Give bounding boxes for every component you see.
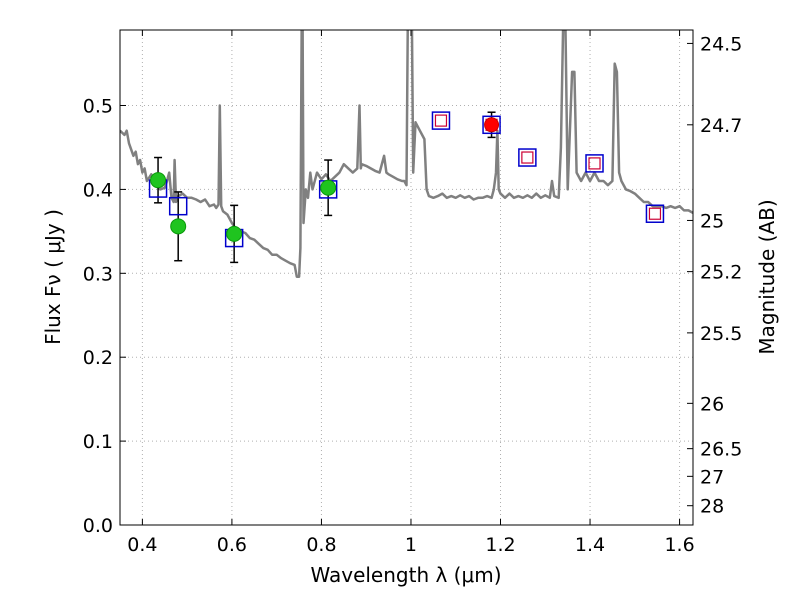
observed-point [150, 172, 167, 189]
nir-detection-point [484, 117, 500, 133]
y-axis-label: Flux Fν ( μJy ) [41, 209, 65, 345]
x-axis-label: Wavelength λ (μm) [310, 563, 501, 587]
plot-data [120, 30, 693, 278]
model-ir-box [585, 154, 604, 173]
y2-axis-label: Magnitude (AB) [755, 199, 779, 354]
y2-tick-label: 25 [700, 210, 724, 232]
model-ir-box [431, 111, 451, 130]
y-tick-label: 0.2 [83, 347, 113, 369]
spectrum-line [120, 30, 693, 278]
y2-tick-label: 25.5 [700, 323, 742, 345]
y2-tick-label: 26 [700, 393, 724, 415]
observed-point [226, 225, 243, 242]
model-ir-box-inner [521, 151, 534, 164]
x-tick-label: 0.4 [127, 534, 157, 556]
model-ir-box [482, 115, 501, 135]
plot-frame [119, 29, 694, 526]
y2-tick-label: 24.5 [700, 33, 742, 55]
model-photometry-box [168, 196, 188, 216]
x-tick-label: 1 [405, 534, 417, 556]
y-tick-label: 0.4 [83, 179, 113, 201]
x-tick-label: 0.8 [306, 534, 336, 556]
y2-tick-label: 27 [700, 466, 724, 488]
model-ir-box [518, 148, 537, 167]
x-tick-label: 0.6 [217, 534, 247, 556]
model-ir-box-inner [434, 114, 448, 127]
y-tick-label: 0.1 [83, 431, 113, 453]
axis-ticks: 0.4 0.6 0.8 1 1.2 1.4 1.6 0.0 0.1 0.2 0.3 0.4 0.5 24.… [83, 30, 742, 556]
x-tick-label: 1.4 [575, 534, 605, 556]
y-tick-label: 0.3 [83, 263, 113, 285]
y-tick-label: 0.5 [83, 96, 113, 118]
y2-tick-label: 24.7 [700, 115, 742, 137]
observed-point [320, 179, 337, 196]
model-ir-box-inner [588, 157, 601, 170]
observed-point [170, 218, 187, 235]
y2-tick-label: 26.5 [700, 439, 742, 461]
y2-tick-label: 28 [700, 496, 724, 518]
y2-tick-label: 25.2 [700, 262, 742, 284]
y-tick-label: 0.0 [83, 515, 113, 537]
x-tick-label: 1.2 [485, 534, 515, 556]
model-ir-box-inner [648, 207, 662, 220]
model-ir-box [645, 204, 665, 223]
x-tick-label: 1.6 [664, 534, 694, 556]
grid-lines [120, 30, 693, 526]
